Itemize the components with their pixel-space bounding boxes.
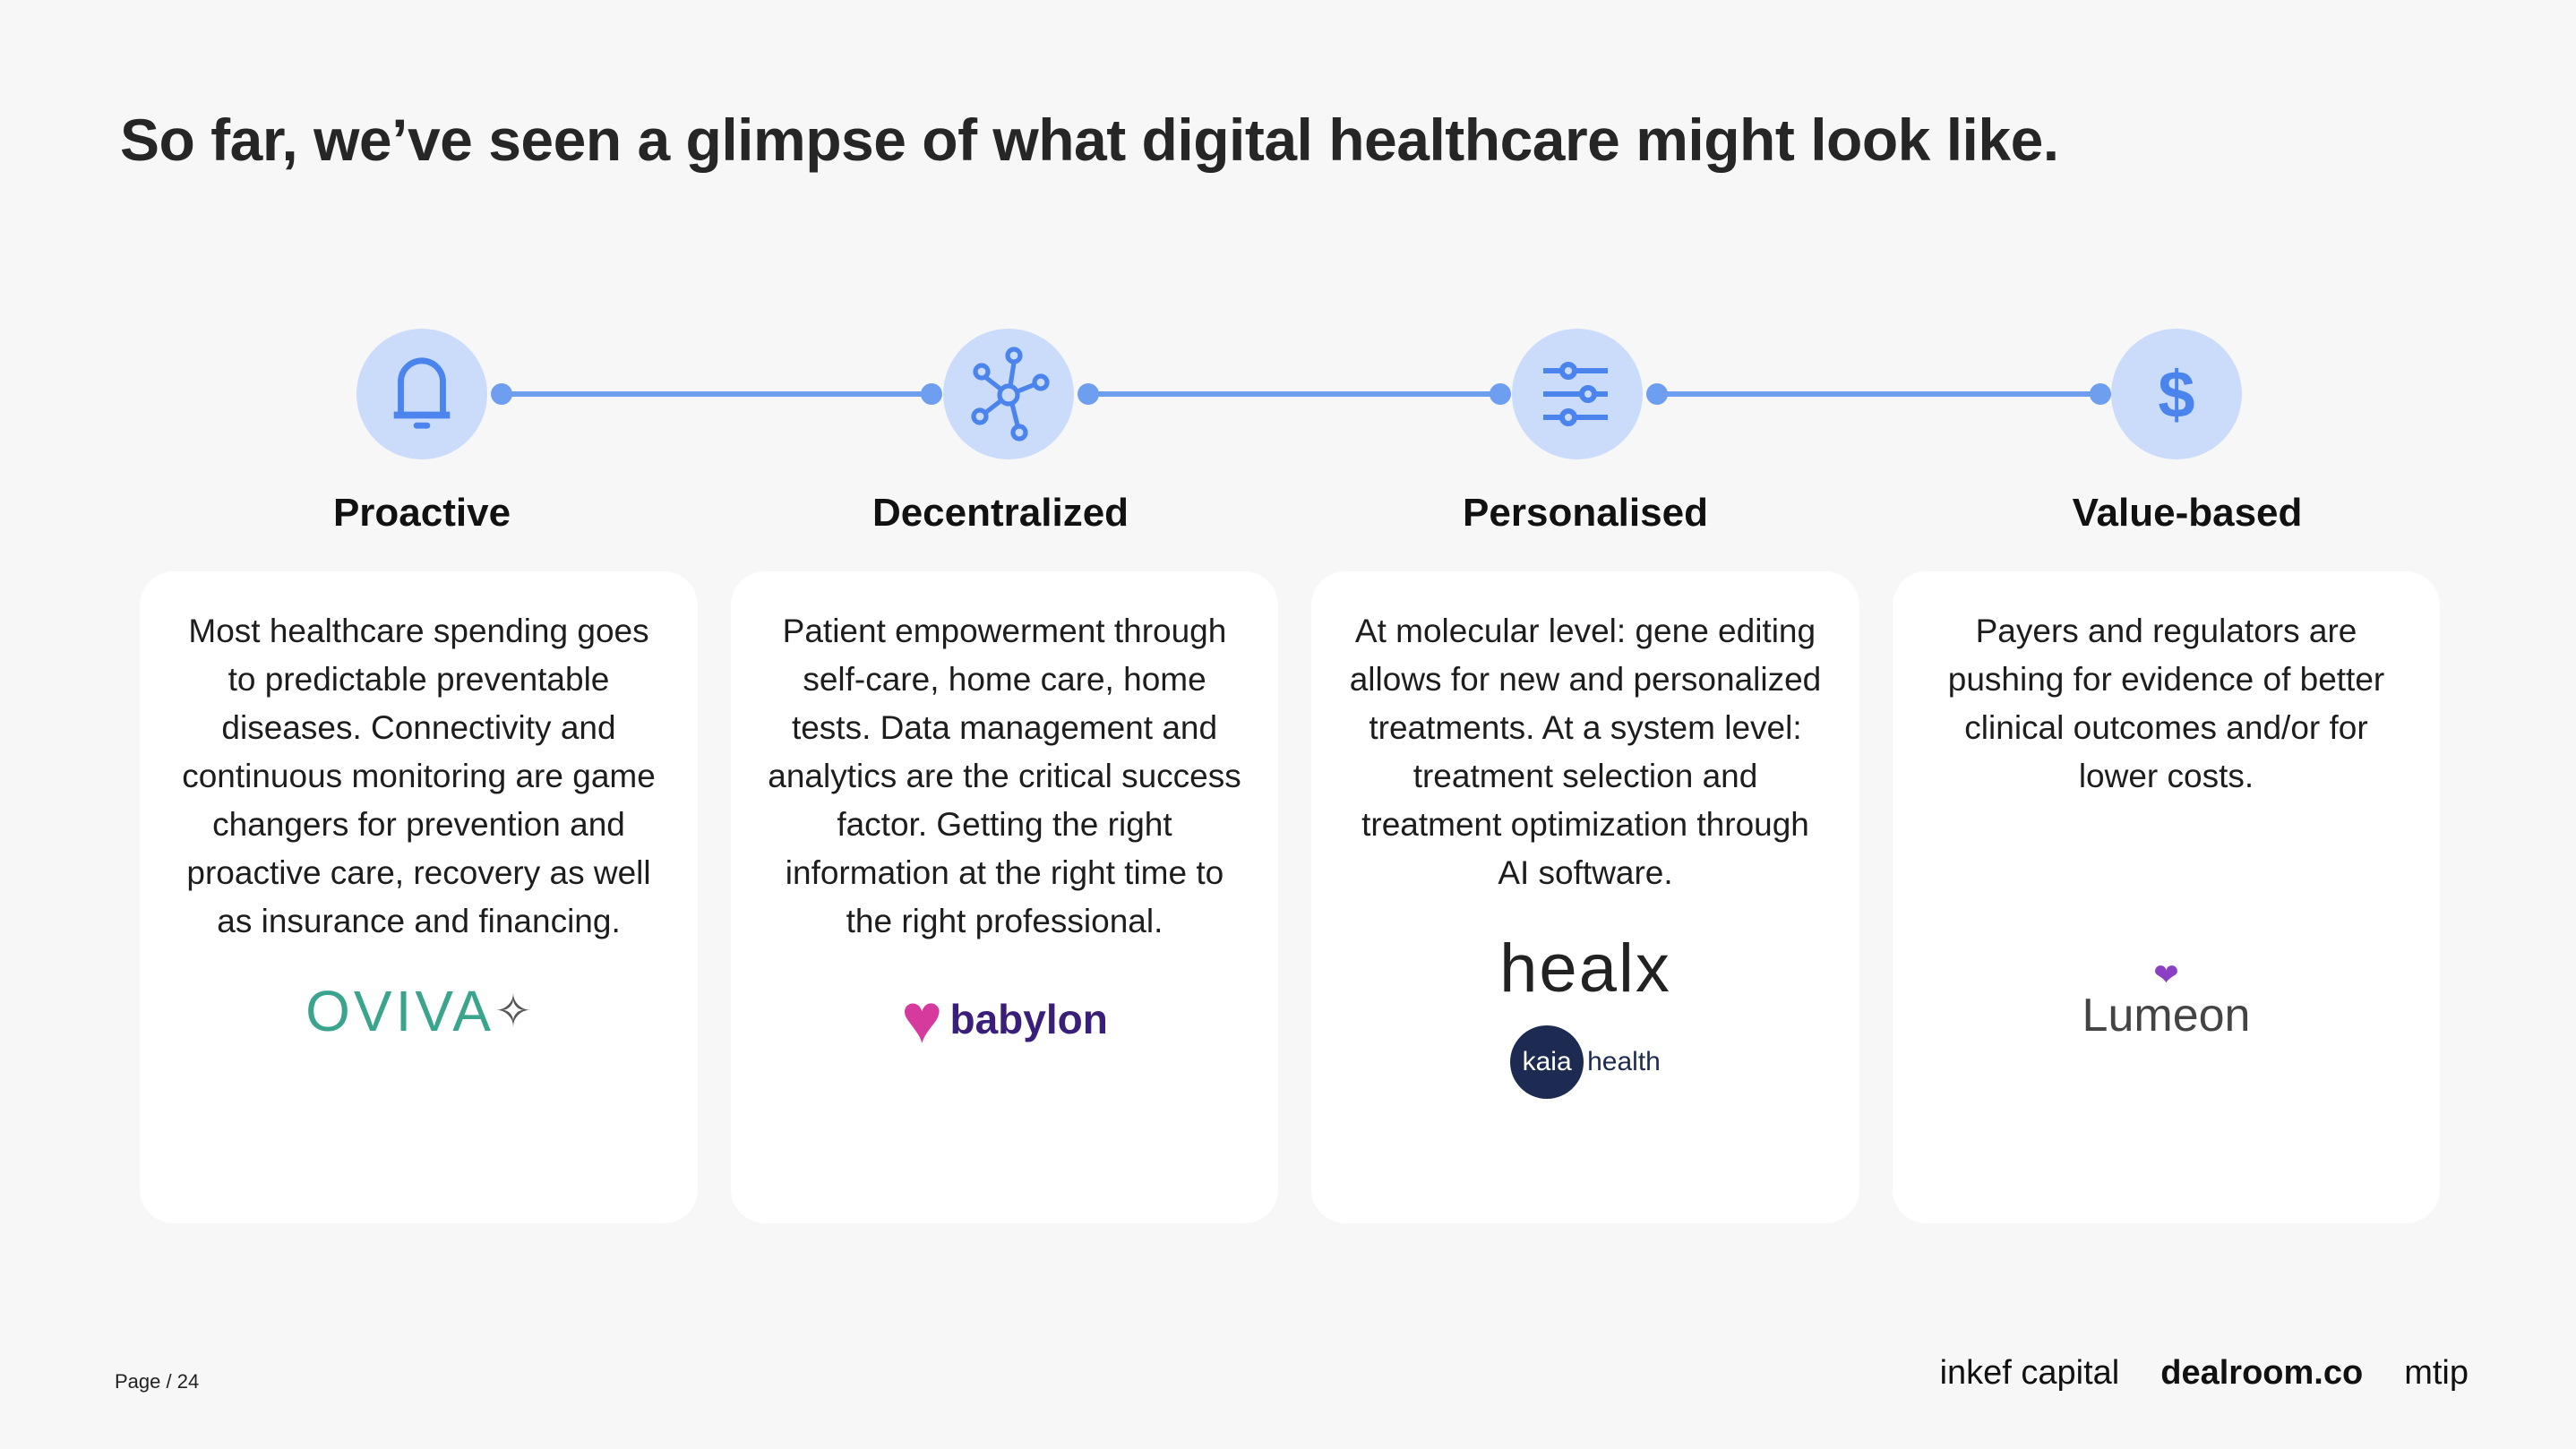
partner-logos: inkef capital dealroom.co mtip	[1940, 1354, 2469, 1393]
timeline-dot	[1646, 383, 1668, 405]
timeline-connector	[1657, 391, 2100, 397]
pillar-card: Patient empowerment through self-care, h…	[731, 571, 1278, 1223]
timeline-connector	[1088, 391, 1500, 397]
pillar-heading: Decentralized	[872, 491, 1129, 535]
pillar-heading: Personalised	[1463, 491, 1708, 535]
timeline-dot	[491, 383, 512, 405]
healx-logo: healx	[1499, 930, 1671, 1007]
babylon-logo: ♥ babylon	[901, 979, 1108, 1058]
inkef-capital-logo: inkef capital	[1939, 1354, 2120, 1392]
network-icon	[943, 329, 1074, 459]
sliders-icon	[1512, 329, 1643, 459]
pillar-card: Payers and regulators are pushing for ev…	[1893, 571, 2440, 1223]
lumeon-logo: ❤ Lumeon	[2082, 958, 2251, 1042]
bell-icon	[356, 329, 487, 459]
timeline-dot	[1490, 383, 1511, 405]
kaia-health-logo: kaia health	[1344, 1025, 1827, 1099]
pillar-description: Patient empowerment through self-care, h…	[768, 613, 1241, 939]
timeline-dot	[2090, 383, 2111, 405]
pillar-card: At molecular level: gene editing allows …	[1311, 571, 1859, 1223]
pillar-card: Most healthcare spending goes to predict…	[140, 571, 698, 1223]
timeline-dot	[1078, 383, 1099, 405]
pillar-description: Most healthcare spending goes to predict…	[182, 613, 656, 939]
pillar-description: At molecular level: gene editing allows …	[1349, 613, 1822, 891]
timeline-connector	[502, 391, 932, 397]
dollar-icon: $	[2111, 329, 2242, 459]
oviva-logo: OVIVA ✧	[305, 979, 532, 1043]
timeline-dot	[921, 383, 942, 405]
page-number: Page / 24	[115, 1370, 200, 1393]
pillar-heading: Value-based	[2072, 491, 2303, 535]
pillar-description: Payers and regulators are pushing for ev…	[1947, 613, 2385, 794]
pillar-heading: Proactive	[332, 491, 511, 535]
page-title: So far, we’ve seen a glimpse of what dig…	[120, 107, 2059, 173]
mtip-logo: mtip	[2404, 1354, 2469, 1392]
dealroom-logo: dealroom.co	[2160, 1354, 2364, 1392]
